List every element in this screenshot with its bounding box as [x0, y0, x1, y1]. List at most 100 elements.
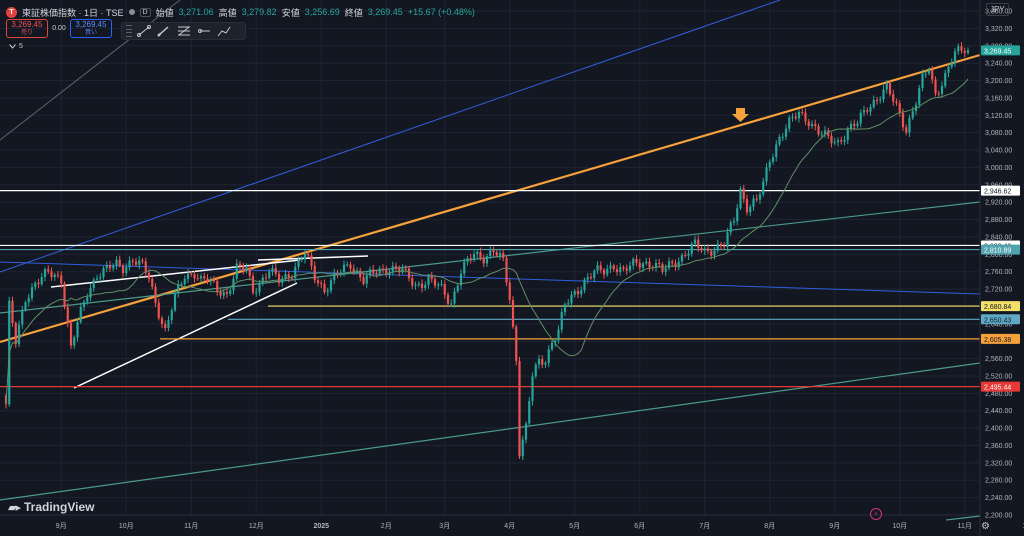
- candle-body: [105, 265, 108, 269]
- fib-icon[interactable]: [176, 24, 192, 38]
- candle-body: [216, 281, 219, 292]
- last-price-label: 3,269.45: [984, 48, 1011, 55]
- candle-body: [671, 261, 674, 264]
- time-tick-label: 8月: [764, 522, 775, 530]
- price-axis[interactable]: 3,360.003,320.003,280.003,240.003,200.00…: [979, 0, 1024, 536]
- candle-body: [17, 324, 21, 345]
- price-level-label: 2,650.43: [984, 317, 1011, 324]
- chevron-down-icon: [9, 44, 16, 49]
- teal-trendline-lower: [0, 362, 981, 501]
- gear-icon[interactable]: ⚙: [981, 521, 990, 532]
- tradingview-logo: ▰▸ TradingView: [8, 500, 94, 514]
- candle-body: [99, 277, 102, 279]
- market-status-icon: [128, 9, 135, 15]
- price-tick-label: 3,040.00: [985, 148, 1012, 155]
- candle-body: [14, 323, 17, 345]
- candle-body: [414, 284, 417, 286]
- candle-body: [849, 123, 853, 130]
- price-tick-label: 2,840.00: [985, 234, 1012, 241]
- candle-body: [755, 198, 758, 200]
- candle-body: [908, 117, 911, 133]
- symbol-logo-icon: T: [6, 6, 17, 18]
- candle-body: [781, 136, 784, 138]
- time-tick-label: 10月: [119, 522, 134, 530]
- candle-body: [677, 261, 680, 268]
- candle-body: [170, 310, 173, 320]
- arrow-marker-icon[interactable]: [732, 108, 749, 122]
- candle-body: [859, 112, 862, 124]
- brush-icon[interactable]: [156, 24, 172, 38]
- branding-text: TradingView: [23, 500, 95, 514]
- candle-body: [950, 62, 953, 67]
- candle-body: [203, 276, 206, 279]
- candle-body: [147, 272, 151, 279]
- candle-body: [609, 265, 612, 269]
- candle-body: [599, 265, 602, 270]
- time-tick-label: 11月: [958, 522, 972, 530]
- sell-button[interactable]: 3,269.45 売り: [6, 19, 48, 38]
- candle-body: [60, 275, 63, 284]
- candle-body: [154, 286, 157, 303]
- candle-body: [82, 301, 86, 307]
- drawn-trendlines[interactable]: [0, 0, 981, 521]
- symbol-title[interactable]: 東証株価指数 · 1日 · TSE: [22, 7, 124, 18]
- tradingview-mark-icon: ▰▸: [8, 501, 21, 514]
- candle-body: [21, 309, 24, 325]
- white-segment: [257, 255, 369, 261]
- candle-body: [554, 340, 557, 343]
- time-tick-label: 10月: [892, 522, 907, 530]
- price-tick-label: 2,760.00: [985, 269, 1012, 276]
- time-tick-label: 11月: [184, 522, 198, 530]
- path-icon[interactable]: [216, 24, 232, 38]
- trend-line-icon[interactable]: [136, 24, 152, 38]
- buy-button[interactable]: 3,269.45 買い: [70, 19, 112, 38]
- time-axis[interactable]: 9月 10月 11月 12月 2025 2月 3月 4月 5月 6月 7月 8月 9月 10月 11月 12月: [0, 514, 1024, 530]
- price-tick-label: 2,440.00: [985, 408, 1012, 415]
- price-tick-label: 2,560.00: [985, 356, 1012, 363]
- candle-body: [664, 268, 667, 272]
- candle-body: [492, 250, 495, 253]
- candle-body: [86, 297, 89, 302]
- candle-body: [268, 271, 271, 278]
- candle-body: [654, 262, 658, 269]
- candle-body: [290, 277, 294, 279]
- horizontal-ray-icon[interactable]: [196, 24, 212, 38]
- high-label: 高値: [218, 7, 237, 18]
- candle-body: [576, 291, 580, 295]
- candle-body: [924, 73, 927, 75]
- candle-body: [879, 99, 882, 101]
- price-level-label: 2,495.44: [984, 385, 1011, 392]
- low-value: 3,256.69: [304, 7, 340, 17]
- candle-body: [144, 261, 147, 273]
- candle-body: [43, 269, 47, 277]
- candle-body: [398, 268, 401, 273]
- candle-body: [27, 298, 30, 303]
- candle-body: [700, 247, 703, 251]
- candle-body: [573, 291, 576, 295]
- lightning-icon[interactable]: ⚡: [870, 508, 882, 520]
- candle-body: [424, 284, 427, 289]
- candle-body: [892, 94, 895, 102]
- currency-label[interactable]: JPY: [986, 3, 1009, 16]
- indicators-toggle[interactable]: 5: [9, 43, 23, 50]
- price-tick-label: 2,720.00: [985, 287, 1012, 294]
- candle-body: [619, 267, 622, 272]
- data-delay-badge[interactable]: D: [139, 7, 151, 17]
- candle-body: [827, 130, 830, 136]
- candle-body: [628, 265, 632, 271]
- candle-body: [489, 250, 492, 257]
- drag-handle-icon[interactable]: [126, 25, 132, 37]
- indicators-count: 5: [19, 43, 23, 50]
- candle-body: [437, 284, 440, 286]
- candle-body: [300, 259, 303, 261]
- candle-body: [190, 273, 193, 275]
- time-tick-label: 12月: [249, 522, 264, 530]
- candle-body: [706, 248, 710, 251]
- candle-body: [167, 319, 170, 329]
- candle-body: [697, 239, 700, 248]
- candle-body: [242, 266, 245, 271]
- candle-body: [482, 258, 485, 264]
- candle-body: [684, 255, 687, 257]
- price-level-label: 2,810.89: [984, 248, 1011, 255]
